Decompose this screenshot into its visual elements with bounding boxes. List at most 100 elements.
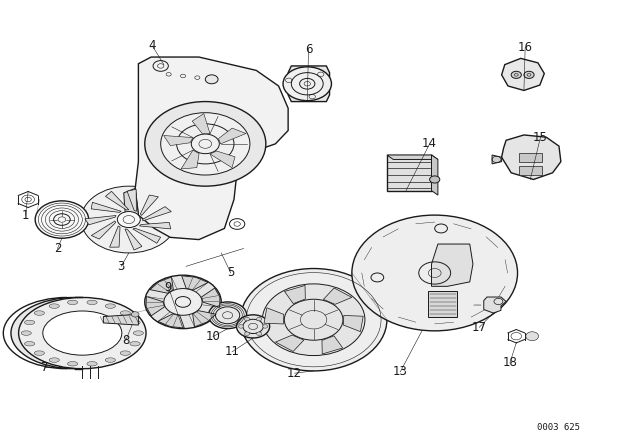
Text: 4: 4 [148, 39, 156, 52]
Polygon shape [124, 188, 138, 220]
Polygon shape [387, 155, 438, 159]
Polygon shape [492, 155, 502, 164]
Polygon shape [85, 215, 116, 225]
Circle shape [145, 102, 266, 186]
Circle shape [81, 186, 177, 253]
Polygon shape [109, 226, 120, 247]
Text: 18: 18 [502, 357, 517, 370]
Polygon shape [264, 308, 284, 324]
Text: 14: 14 [422, 138, 437, 151]
Polygon shape [502, 135, 561, 180]
Ellipse shape [105, 304, 115, 308]
Polygon shape [428, 291, 457, 318]
Polygon shape [182, 276, 208, 290]
Polygon shape [135, 57, 288, 240]
Text: 15: 15 [533, 131, 548, 144]
Text: 1: 1 [22, 209, 29, 222]
Text: 3: 3 [118, 260, 125, 273]
Polygon shape [106, 191, 129, 210]
Ellipse shape [87, 300, 97, 305]
Circle shape [244, 332, 250, 336]
Polygon shape [322, 336, 343, 354]
Polygon shape [181, 150, 199, 169]
Polygon shape [218, 128, 246, 144]
Polygon shape [323, 288, 352, 304]
Ellipse shape [43, 311, 122, 355]
Text: 17: 17 [472, 321, 487, 334]
Text: 9: 9 [164, 281, 172, 294]
Circle shape [241, 268, 387, 371]
Circle shape [352, 215, 518, 331]
Ellipse shape [105, 358, 115, 362]
Circle shape [262, 325, 268, 328]
Ellipse shape [11, 297, 138, 369]
Text: 13: 13 [393, 365, 408, 378]
Circle shape [283, 67, 332, 101]
Text: 11: 11 [225, 345, 239, 358]
Circle shape [257, 317, 262, 321]
Polygon shape [202, 288, 220, 307]
Ellipse shape [49, 358, 60, 362]
Ellipse shape [67, 300, 77, 305]
Polygon shape [133, 228, 161, 243]
Ellipse shape [35, 311, 44, 315]
Circle shape [511, 71, 522, 78]
Ellipse shape [130, 320, 140, 325]
Polygon shape [519, 153, 541, 162]
Circle shape [145, 275, 221, 329]
Text: 8: 8 [122, 334, 129, 347]
Polygon shape [143, 207, 172, 221]
Text: 5: 5 [227, 267, 234, 280]
Ellipse shape [87, 362, 97, 366]
Polygon shape [164, 135, 193, 146]
Polygon shape [125, 229, 142, 250]
Circle shape [35, 201, 89, 238]
Polygon shape [140, 195, 159, 215]
Polygon shape [150, 277, 173, 293]
Circle shape [239, 325, 244, 328]
Polygon shape [193, 310, 216, 327]
Text: 7: 7 [41, 361, 49, 374]
Polygon shape [127, 189, 136, 211]
Polygon shape [431, 244, 473, 286]
Polygon shape [210, 151, 235, 168]
Polygon shape [192, 114, 210, 134]
Polygon shape [431, 155, 438, 195]
Circle shape [429, 176, 440, 183]
Circle shape [257, 332, 262, 336]
Polygon shape [140, 222, 171, 229]
Polygon shape [484, 297, 506, 313]
Ellipse shape [130, 341, 140, 346]
Polygon shape [103, 314, 138, 325]
Ellipse shape [24, 320, 35, 325]
Circle shape [117, 211, 140, 228]
Polygon shape [519, 166, 541, 175]
Text: 10: 10 [205, 330, 220, 343]
Polygon shape [344, 315, 364, 332]
Ellipse shape [120, 351, 131, 355]
Polygon shape [158, 314, 184, 328]
Text: 16: 16 [518, 41, 532, 54]
Ellipse shape [19, 297, 146, 369]
Circle shape [524, 71, 534, 78]
Polygon shape [387, 155, 431, 190]
Ellipse shape [35, 351, 44, 355]
Circle shape [526, 332, 539, 340]
Circle shape [164, 289, 202, 315]
Circle shape [262, 284, 365, 356]
Polygon shape [275, 335, 304, 352]
Text: 12: 12 [287, 366, 302, 379]
Polygon shape [285, 285, 305, 304]
Circle shape [131, 312, 139, 317]
Ellipse shape [67, 362, 77, 366]
Polygon shape [502, 58, 544, 90]
Text: 2: 2 [54, 242, 61, 255]
Circle shape [205, 75, 218, 84]
Ellipse shape [49, 304, 60, 308]
Circle shape [209, 302, 246, 329]
Polygon shape [288, 66, 330, 102]
Ellipse shape [120, 311, 131, 315]
Polygon shape [92, 221, 116, 239]
Text: 6: 6 [305, 43, 312, 56]
Polygon shape [91, 202, 121, 212]
